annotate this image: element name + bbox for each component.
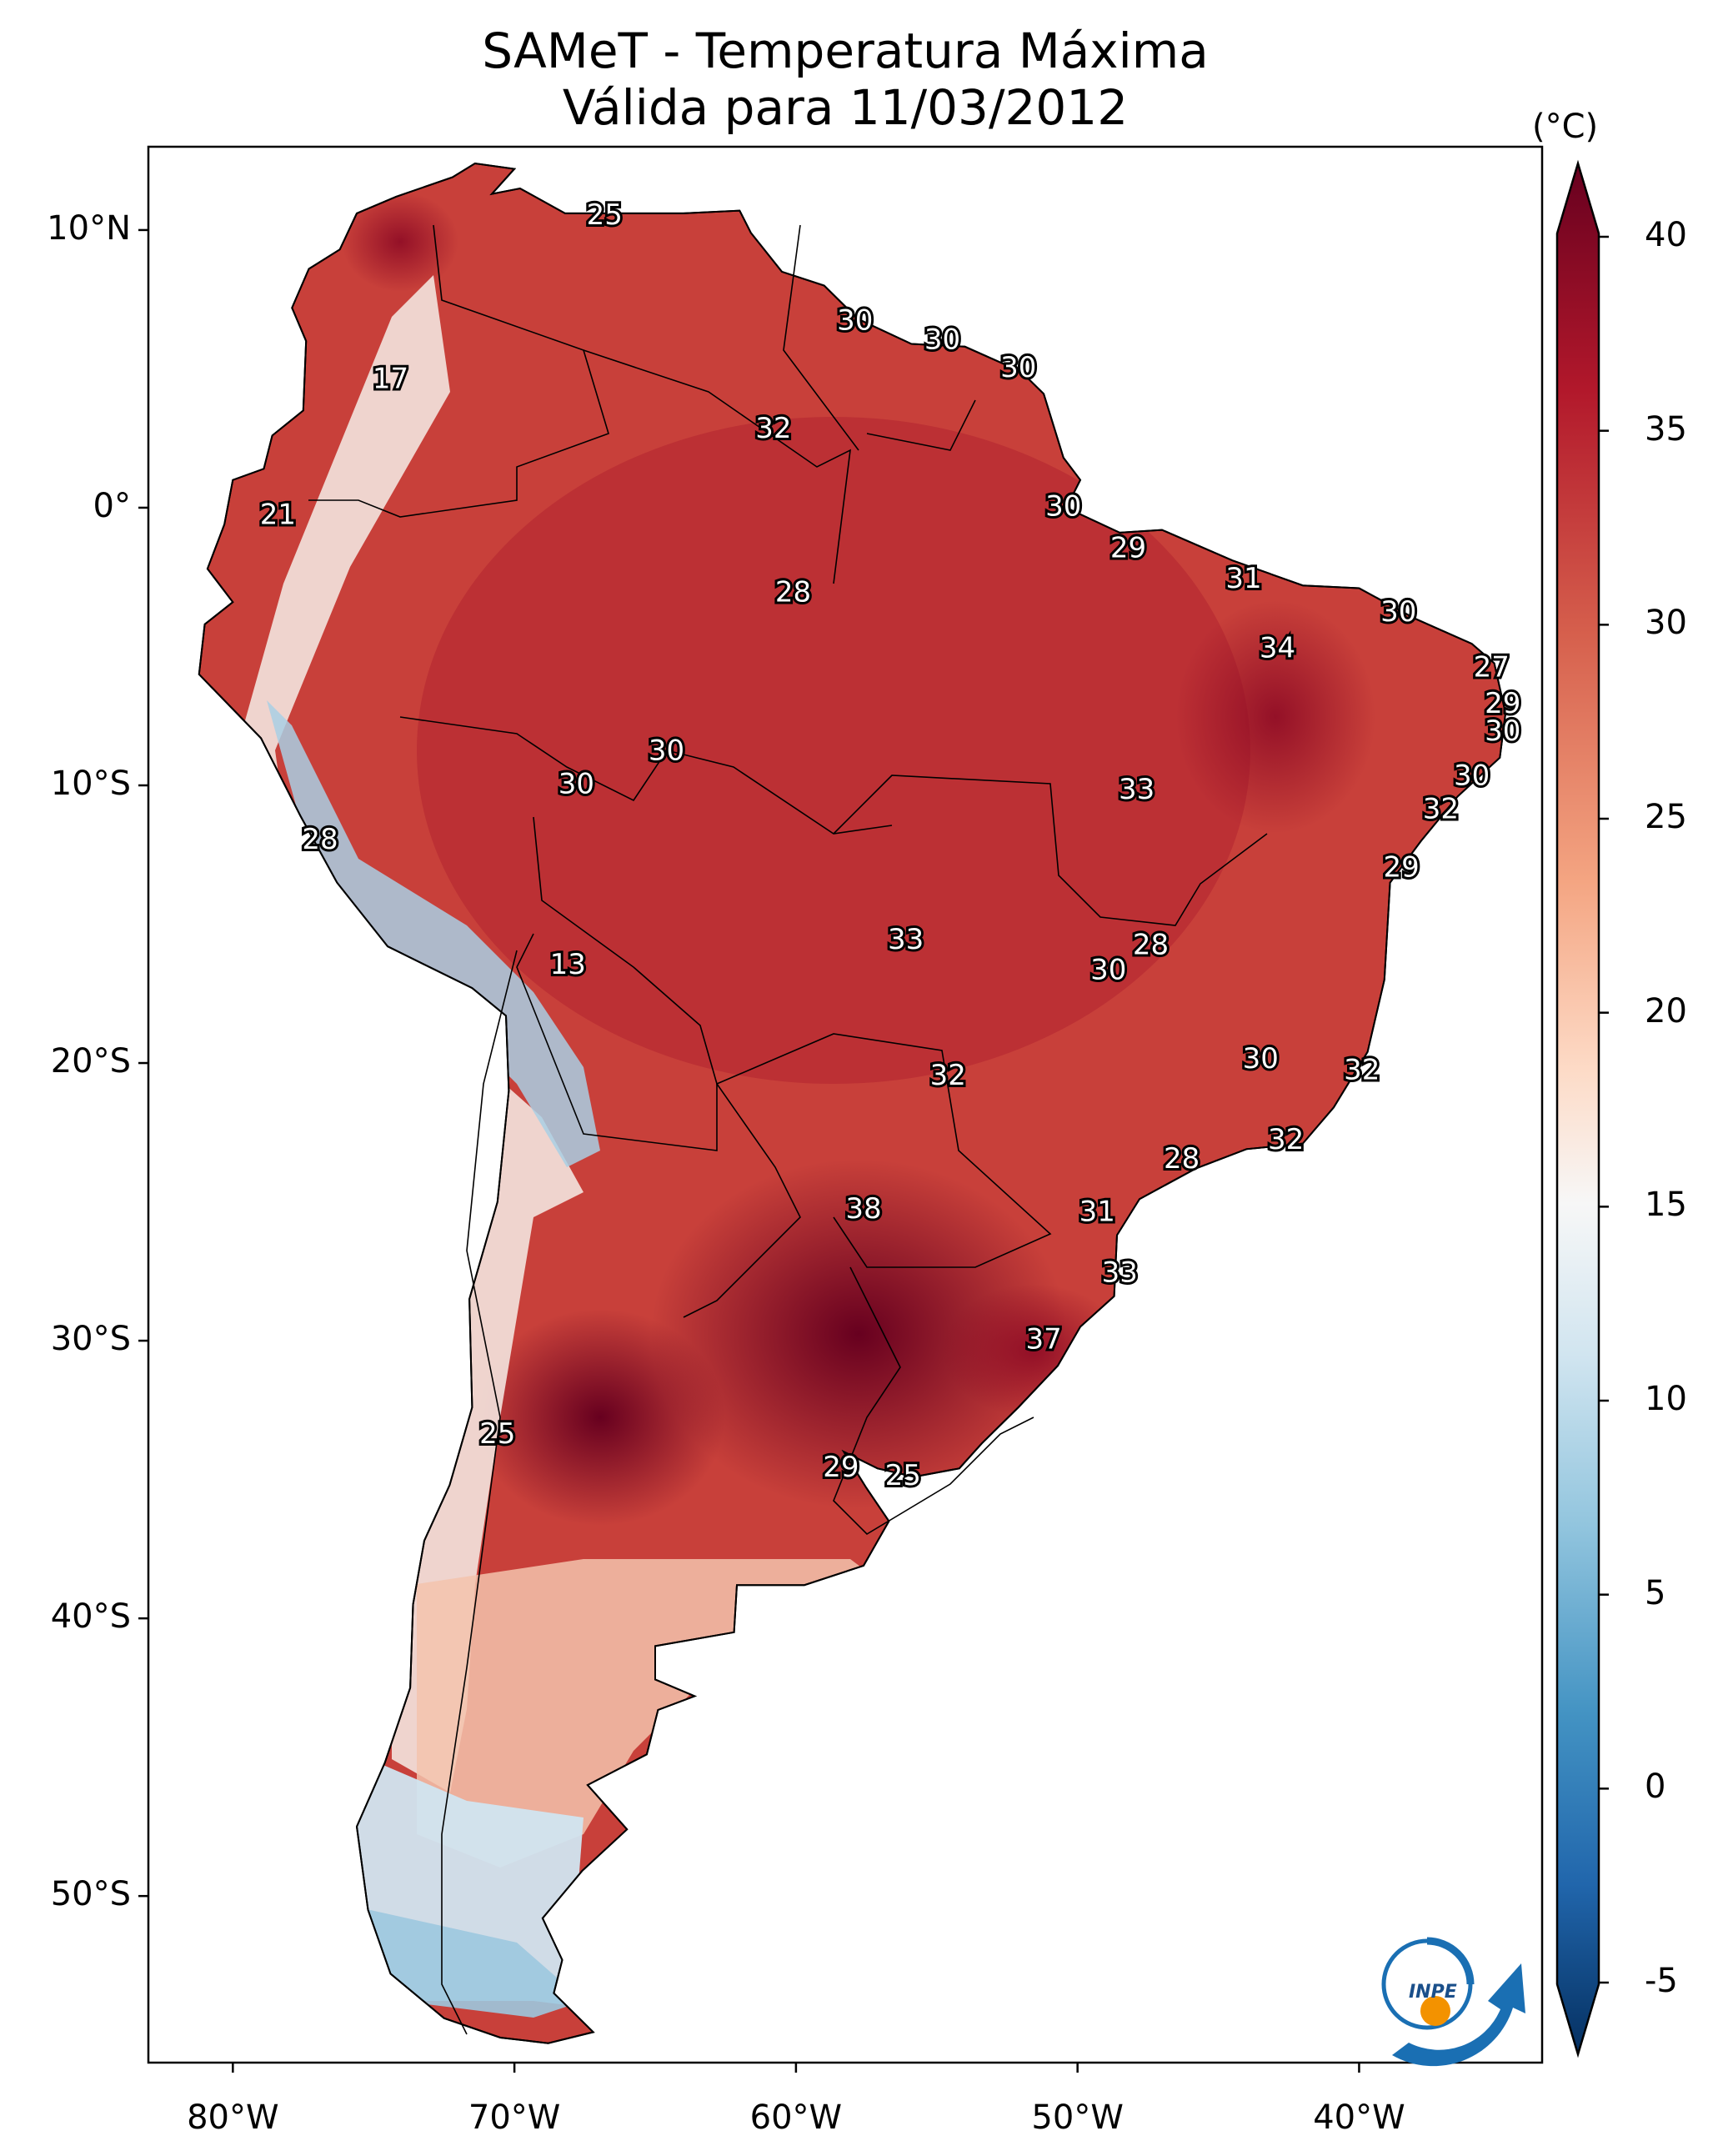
station-label: 31: [1079, 1195, 1115, 1228]
station-label: 25: [587, 198, 623, 232]
station-label: 17: [373, 362, 408, 395]
colorbar-tick-label: 15: [1645, 1186, 1687, 1225]
axis-tick-marks: [138, 228, 1360, 2073]
station-label: 30: [558, 768, 594, 801]
lon-tick-label: 70°W: [468, 2098, 561, 2137]
station-label: 32: [930, 1059, 966, 1092]
lon-tick-label: 80°W: [187, 2098, 279, 2137]
station-label: 29: [1485, 687, 1520, 720]
colorbar-tick-label: 0: [1645, 1767, 1666, 1807]
station-label: 33: [1119, 773, 1155, 806]
station-label: 25: [885, 1459, 921, 1492]
station-label: 13: [550, 948, 586, 981]
station-label: 32: [1344, 1054, 1380, 1087]
station-label: 33: [1102, 1256, 1138, 1290]
colorbar-tick-label: 20: [1645, 991, 1687, 1030]
station-label: 32: [755, 412, 791, 445]
lon-tick-label: 40°W: [1313, 2098, 1405, 2137]
colorbar-tick-marks: [1599, 235, 1609, 1984]
station-label: 37: [1025, 1323, 1061, 1356]
station-label: 21: [260, 498, 296, 531]
station-label: 30: [1243, 1042, 1279, 1075]
station-label: 30: [649, 735, 684, 768]
station-label: 29: [1110, 531, 1146, 564]
station-label: 28: [1133, 929, 1169, 962]
lat-tick-label: 20°S: [50, 1042, 131, 1081]
map-title-line2: Válida para 11/03/2012: [562, 79, 1129, 136]
station-label: 31: [1225, 562, 1261, 595]
station-label: 27: [1474, 651, 1510, 684]
colorbar: [1555, 159, 1600, 2058]
station-label: 34: [1260, 631, 1295, 664]
station-label: 30: [1485, 714, 1520, 748]
lat-tick-label: 50°S: [50, 1875, 131, 1914]
station-label: 30: [1090, 954, 1126, 987]
lat-tick-label: 40°S: [50, 1597, 131, 1637]
station-label: 30: [1380, 595, 1416, 629]
station-label: 38: [845, 1192, 881, 1226]
station-label: 30: [1000, 351, 1036, 384]
inpe-logo: INPE: [1381, 1937, 1525, 2067]
station-label: 29: [1383, 850, 1419, 884]
station-label: 28: [775, 576, 811, 609]
station-label: 28: [1164, 1142, 1200, 1176]
lon-tick-label: 60°W: [749, 2098, 843, 2137]
lon-tick-label: 50°W: [1031, 2098, 1124, 2137]
lat-tick-label: 10°S: [50, 765, 131, 803]
lat-tick-label: 30°S: [50, 1320, 131, 1359]
lat-tick-label: 10°N: [47, 208, 131, 248]
colorbar-unit: (°C): [1532, 108, 1599, 146]
station-label: 33: [888, 923, 924, 956]
station-label: 25: [479, 1417, 515, 1451]
coastline: [198, 162, 1507, 2044]
colorbar-tick-label: 5: [1645, 1573, 1666, 1612]
colorbar-tick-label: 10: [1645, 1380, 1687, 1418]
station-label: 30: [837, 303, 873, 337]
station-label: 30: [1454, 760, 1490, 793]
inpe-logo-text: INPE: [1409, 1982, 1457, 2003]
lat-tick-label: 0°: [93, 486, 131, 525]
map-title-line1: SAMeT - Temperatura Máxima: [482, 23, 1209, 79]
country-borders: [308, 224, 1268, 2035]
colorbar-tick-label: -5: [1645, 1962, 1678, 2000]
colorbar-tick-label: 25: [1645, 798, 1687, 836]
station-label: 29: [823, 1451, 859, 1484]
station-label: 30: [1045, 490, 1081, 524]
colorbar-tick-label: 35: [1645, 409, 1687, 449]
colorbar-tick-label: 30: [1645, 604, 1687, 643]
station-label: 30: [924, 323, 960, 357]
station-label: 28: [302, 823, 338, 856]
station-label: 32: [1423, 793, 1459, 826]
colorbar-tick-label: 40: [1645, 216, 1687, 254]
station-label: 32: [1268, 1123, 1304, 1156]
